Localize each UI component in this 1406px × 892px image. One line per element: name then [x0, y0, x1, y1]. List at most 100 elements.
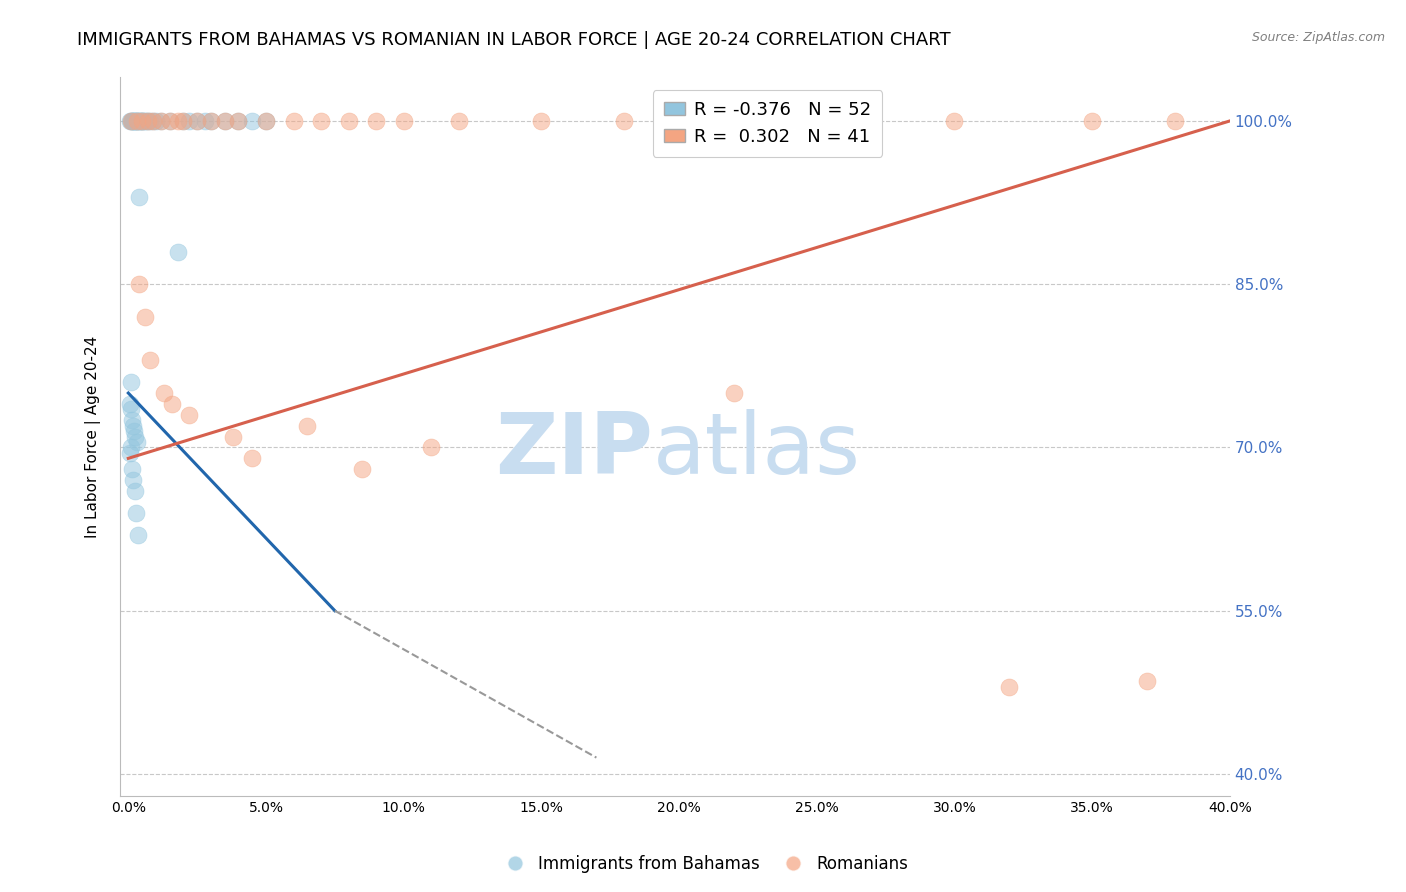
Point — [128, 190, 150, 204]
Point — [120, 114, 142, 128]
Point — [121, 413, 143, 427]
Point — [254, 114, 277, 128]
Point — [297, 418, 319, 433]
Point — [240, 451, 263, 466]
Point — [139, 353, 162, 368]
Point — [194, 114, 217, 128]
Point — [131, 114, 153, 128]
Point — [150, 114, 173, 128]
Point — [122, 114, 145, 128]
Point — [122, 114, 145, 128]
Point — [159, 114, 181, 128]
Point — [200, 114, 222, 128]
Point — [132, 114, 155, 128]
Point — [172, 114, 194, 128]
Point — [420, 441, 443, 455]
Point — [254, 114, 277, 128]
Point — [134, 310, 156, 324]
Point — [131, 114, 153, 128]
Point — [124, 114, 146, 128]
Point — [120, 441, 142, 455]
Point — [124, 429, 146, 443]
Point — [613, 114, 636, 128]
Point — [121, 114, 143, 128]
Point — [186, 114, 208, 128]
Point — [120, 375, 142, 389]
Point — [228, 114, 250, 128]
Point — [228, 114, 250, 128]
Point — [142, 114, 165, 128]
Point — [129, 114, 152, 128]
Point — [125, 114, 148, 128]
Point — [120, 446, 142, 460]
Point — [366, 114, 388, 128]
Point — [167, 114, 190, 128]
Point — [222, 429, 245, 443]
Point — [668, 114, 690, 128]
Text: IMMIGRANTS FROM BAHAMAS VS ROMANIAN IN LABOR FORCE | AGE 20-24 CORRELATION CHART: IMMIGRANTS FROM BAHAMAS VS ROMANIAN IN L… — [77, 31, 950, 49]
Point — [128, 277, 150, 292]
Point — [943, 114, 966, 128]
Point — [283, 114, 305, 128]
Point — [150, 114, 173, 128]
Legend: Immigrants from Bahamas, Romanians: Immigrants from Bahamas, Romanians — [491, 848, 915, 880]
Point — [139, 114, 162, 128]
Point — [337, 114, 360, 128]
Point — [125, 114, 148, 128]
Point — [447, 114, 470, 128]
Point — [145, 114, 167, 128]
Point — [121, 114, 143, 128]
Point — [125, 506, 148, 520]
Point — [240, 114, 263, 128]
Point — [127, 114, 149, 128]
Point — [214, 114, 236, 128]
Point — [122, 424, 145, 438]
Point — [120, 114, 142, 128]
Point — [118, 397, 141, 411]
Point — [162, 397, 184, 411]
Point — [167, 244, 190, 259]
Point — [723, 386, 745, 401]
Point — [998, 680, 1021, 694]
Point — [142, 114, 165, 128]
Point — [309, 114, 332, 128]
Point — [128, 114, 150, 128]
Point — [127, 527, 149, 541]
Point — [1081, 114, 1104, 128]
Point — [136, 114, 159, 128]
Legend: R = -0.376   N = 52, R =  0.302   N = 41: R = -0.376 N = 52, R = 0.302 N = 41 — [652, 90, 882, 157]
Point — [120, 402, 142, 417]
Point — [134, 114, 156, 128]
Point — [127, 435, 149, 450]
Point — [153, 386, 176, 401]
Point — [125, 114, 148, 128]
Point — [118, 114, 141, 128]
Point — [124, 114, 146, 128]
Point — [124, 483, 146, 498]
Point — [530, 114, 553, 128]
Point — [121, 462, 143, 476]
Point — [200, 114, 222, 128]
Y-axis label: In Labor Force | Age 20-24: In Labor Force | Age 20-24 — [86, 335, 101, 538]
Point — [352, 462, 374, 476]
Point — [172, 114, 194, 128]
Point — [1136, 674, 1159, 689]
Point — [128, 114, 150, 128]
Point — [214, 114, 236, 128]
Point — [159, 114, 181, 128]
Point — [186, 114, 208, 128]
Point — [135, 114, 157, 128]
Point — [177, 114, 200, 128]
Point — [131, 114, 153, 128]
Point — [177, 408, 200, 422]
Point — [392, 114, 415, 128]
Point — [136, 114, 159, 128]
Point — [122, 418, 145, 433]
Point — [806, 114, 828, 128]
Text: Source: ZipAtlas.com: Source: ZipAtlas.com — [1251, 31, 1385, 45]
Text: atlas: atlas — [652, 409, 860, 492]
Point — [127, 114, 149, 128]
Point — [121, 473, 143, 487]
Point — [1163, 114, 1185, 128]
Text: ZIP: ZIP — [495, 409, 652, 492]
